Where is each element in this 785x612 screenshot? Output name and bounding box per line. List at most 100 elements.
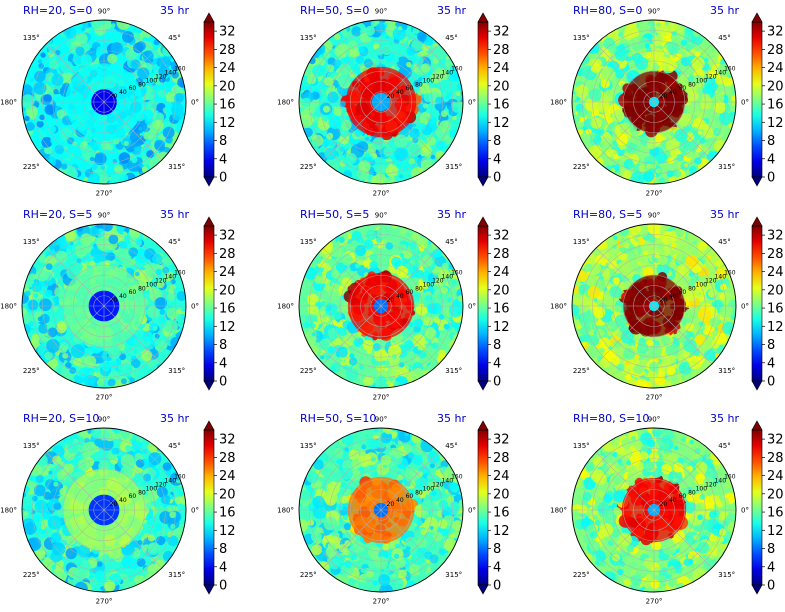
heatmap-cell	[345, 368, 359, 381]
heatmap-cell	[46, 339, 60, 353]
heatmap-cell	[59, 240, 69, 250]
angular-tick-label: 135°	[23, 442, 40, 450]
angular-tick-label: 0°	[191, 99, 199, 107]
heatmap-cell	[341, 253, 353, 266]
angular-tick-label: 225°	[23, 163, 40, 171]
heatmap-cell	[391, 573, 396, 579]
heatmap-cell	[358, 46, 365, 53]
panel-title: RH=50, S=10	[300, 412, 376, 425]
heatmap-cell	[55, 49, 61, 56]
panel-title: RH=20, S=5	[23, 208, 92, 221]
heatmap-cell	[404, 339, 414, 349]
heatmap-cell	[685, 138, 699, 152]
heatmap-cell	[691, 56, 705, 70]
heatmap-cell	[645, 43, 650, 49]
heatmap-cell	[311, 332, 316, 337]
heatmap-cell	[127, 159, 140, 172]
heatmap-cell	[385, 242, 394, 250]
heatmap-cell	[22, 84, 33, 95]
colorbar-tick-label: 12	[767, 116, 784, 131]
radial-tick-label: 80	[688, 81, 696, 88]
angular-tick-label: 90°	[648, 8, 660, 16]
radial-tick-label: 120	[155, 74, 167, 81]
angular-gridline	[653, 43, 713, 103]
heatmap-cell	[158, 56, 171, 69]
angular-tick-label: 315°	[168, 163, 185, 171]
heatmap-cell	[322, 114, 329, 122]
heatmap-cell	[403, 250, 410, 257]
heatmap-cell	[337, 346, 348, 358]
heatmap-cell	[102, 224, 113, 232]
heatmap-cell	[44, 289, 53, 298]
heatmap-cell	[405, 232, 411, 237]
heatmap-cell	[712, 330, 719, 337]
heatmap-cell	[413, 79, 422, 88]
angular-tick-label: 225°	[23, 571, 40, 579]
heatmap-cell	[690, 248, 699, 257]
angular-tick-label: 90°	[648, 212, 660, 220]
colorbar-tick-label: 16	[493, 302, 510, 317]
polar-panel: 0°45°90°135°180°225°270°315°204060801001…	[550, 208, 783, 402]
colorbar-tick-label: 0	[493, 375, 501, 390]
heatmap-cell	[351, 230, 362, 241]
radial-tick-label: 160	[174, 270, 186, 277]
radial-tick-label: 100	[146, 281, 158, 288]
heatmap-cell	[129, 259, 136, 266]
radial-tick-label: 160	[174, 66, 186, 73]
heatmap-cell	[314, 273, 325, 284]
angular-tick-label: 0°	[468, 99, 476, 107]
heatmap-cell	[606, 325, 612, 331]
heatmap-cell	[421, 511, 430, 520]
heatmap-cell	[709, 317, 720, 328]
heatmap-cell	[145, 502, 153, 509]
heatmap-cell	[117, 363, 132, 378]
heatmap-cell	[612, 244, 617, 249]
colorbar-body	[751, 225, 763, 382]
heatmap-cell	[311, 531, 322, 542]
heatmap-cell	[393, 380, 400, 388]
angular-tick-label: 270°	[646, 394, 663, 402]
heatmap-cell	[394, 543, 401, 549]
heatmap-cell	[645, 353, 650, 359]
colorbar-tick-label: 28	[493, 43, 510, 58]
heatmap-cell	[100, 165, 106, 170]
angular-tick-label: 225°	[300, 163, 317, 171]
heatmap-cell	[123, 140, 129, 147]
heatmap-cell	[418, 122, 426, 130]
heatmap-cell	[406, 46, 416, 56]
heatmap-cell	[89, 226, 99, 237]
heatmap-cell	[374, 349, 387, 362]
radial-tick-label: 20	[660, 93, 668, 100]
heatmap-cell	[44, 104, 55, 115]
colorbar-tick-label: 0	[219, 171, 227, 186]
heatmap-cell	[141, 166, 149, 173]
heatmap-cell	[159, 309, 166, 315]
heatmap-cell	[113, 433, 120, 440]
colorbar-tick-label: 28	[767, 43, 784, 58]
colorbar-tick-label: 8	[767, 134, 775, 149]
heatmap-cell	[313, 116, 320, 123]
heatmap-cell	[80, 26, 86, 32]
colorbar-extend-max	[203, 420, 215, 431]
heatmap-cell	[687, 90, 699, 102]
angular-gridline	[653, 247, 713, 307]
heatmap-cell	[671, 53, 677, 59]
polar-panel: 0°45°90°135°180°225°270°315°204060801001…	[277, 412, 509, 606]
heatmap-cell	[577, 129, 584, 136]
time-annotation: 35 hr	[160, 4, 189, 17]
heatmap-cell	[451, 102, 463, 113]
heatmap-cell	[151, 90, 157, 96]
colorbar-tick-label: 8	[219, 338, 227, 353]
heatmap-cell	[171, 71, 179, 79]
heatmap-cell	[345, 153, 357, 165]
radial-tick-label: 20	[110, 501, 118, 508]
heatmap-cell	[402, 165, 409, 171]
heatmap-cell	[31, 281, 43, 293]
angular-tick-label: 90°	[98, 416, 110, 424]
heatmap-cell	[25, 122, 35, 131]
colorbar-tick-label: 0	[493, 171, 501, 186]
angular-tick-label: 45°	[168, 442, 180, 450]
heatmap-cell	[628, 162, 634, 168]
